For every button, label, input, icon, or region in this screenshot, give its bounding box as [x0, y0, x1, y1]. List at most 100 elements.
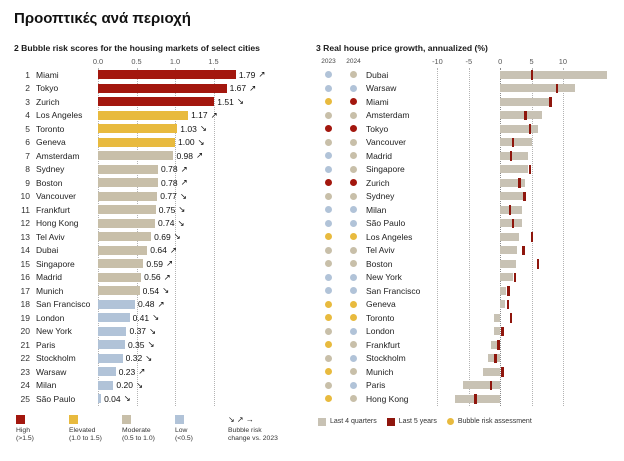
assessment-2023-cell — [316, 395, 341, 403]
row-rank: 17 — [20, 285, 30, 296]
score-bar — [98, 83, 227, 93]
assessment-2024-cell — [341, 219, 366, 227]
row-city-label: Tel Aviv — [36, 231, 65, 242]
growth-mark-5y — [536, 259, 540, 269]
price-growth-chart-title: 3 Real house price growth, annualized (%… — [316, 43, 488, 53]
score-number: 0.04 — [104, 393, 121, 404]
bubble-score-row: 1 Miami 1.79 ↗ — [14, 68, 302, 82]
score-number: 0.20 — [116, 380, 133, 391]
column-header-2023: 2023 — [321, 58, 336, 65]
score-bar — [98, 394, 102, 404]
growth-plot-cell — [428, 190, 610, 204]
row-rank: 13 — [20, 231, 30, 242]
price-growth-row: Tel Aviv — [316, 244, 610, 258]
assessment-dot-2023 — [325, 192, 332, 200]
assessment-2024-cell — [341, 152, 366, 160]
row-city-label: Boston — [36, 177, 63, 188]
row-city-label: Zurich — [366, 177, 390, 188]
growth-mark-5y — [528, 164, 532, 174]
x-axis-tick-label: 5 — [529, 57, 534, 66]
growth-plot-cell — [428, 325, 610, 339]
trend-arrow: ↗ — [165, 258, 174, 269]
legend-item: Moderate (0.5 to 1.0) — [122, 414, 175, 445]
price-growth-row: San Francisco — [316, 284, 610, 298]
bubble-score-row: 9 Boston 0.78 ↗ — [14, 176, 302, 190]
row-city-label: Tel Aviv — [366, 245, 395, 256]
growth-plot-cell — [428, 149, 610, 163]
growth-bar-4q — [500, 286, 507, 295]
row-rank: 14 — [20, 245, 30, 256]
trend-arrow: ↗ — [180, 177, 188, 188]
score-value: 0.59 ↗ — [146, 258, 173, 269]
score-number: 0.59 — [146, 258, 163, 269]
row-city-label: Munich — [366, 366, 394, 377]
bubble-score-row: 11 Frankfurt 0.75 ↘ — [14, 203, 302, 217]
assessment-dot-2024 — [350, 260, 357, 268]
bubble-score-row: 14 Dubai 0.64 ↗ — [14, 244, 302, 258]
legend-sublabel: (0.5 to 1.0) — [122, 435, 155, 443]
trend-arrow: ↘ — [147, 339, 155, 350]
growth-bar-4q — [500, 273, 513, 282]
legend-item: Last 4 quarters — [318, 417, 377, 426]
assessment-dot-2023 — [325, 138, 332, 146]
score-number: 1.79 — [238, 69, 256, 80]
legend-item: Low (<0.5) — [175, 414, 228, 445]
price-growth-chart: 3 Real house price growth, annualized (%… — [316, 43, 610, 444]
trend-arrow: ↗ — [169, 244, 177, 255]
assessment-2023-cell — [316, 179, 341, 187]
row-city-label: Boston — [366, 258, 393, 269]
assessment-dot-2023 — [325, 125, 332, 133]
growth-mark-5y — [524, 110, 527, 120]
assessment-dot-2024 — [350, 138, 357, 146]
report-page: Προοπτικές ανά περιοχή 2 Bubble risk sco… — [14, 10, 610, 445]
trend-arrow: ↘ — [162, 285, 170, 296]
growth-plot-cell — [428, 298, 610, 312]
score-number: 0.74 — [157, 218, 175, 229]
price-growth-row: New York — [316, 271, 610, 285]
score-bar — [98, 313, 130, 323]
legend-label: Bubble risk assessment — [457, 418, 532, 425]
trend-arrow: ↘ — [178, 204, 186, 215]
growth-plot-cell — [428, 136, 610, 150]
score-value: 0.41 ↘ — [133, 312, 160, 323]
bubble-score-row: 20 New York 0.37 ↘ — [14, 325, 302, 339]
growth-mark-5y — [528, 124, 532, 134]
bar-area: 0.48 ↗ — [98, 298, 302, 312]
growth-plot-cell — [428, 163, 610, 177]
legend-swatch — [16, 414, 25, 424]
assessment-dot-2023 — [325, 368, 332, 376]
row-rank: 6 — [25, 137, 30, 148]
row-city-label: Sydney — [36, 164, 65, 175]
assessment-dot-2024 — [350, 179, 357, 187]
bubble-risk-chart-title: 2 Bubble risk scores for the housing mar… — [14, 43, 260, 53]
assessment-2023-cell — [316, 381, 341, 389]
score-value: 0.35 ↘ — [128, 339, 155, 350]
price-growth-row: Toronto — [316, 311, 610, 325]
x-axis-tick-label: 1.0 — [169, 57, 181, 66]
assessment-2024-cell — [341, 260, 366, 268]
bar-area: 1.67 ↗ — [98, 82, 302, 96]
assessment-dot-2023 — [325, 395, 332, 403]
growth-plot-cell — [428, 311, 610, 325]
gridline — [562, 68, 564, 406]
trend-arrow: ↗ — [249, 82, 257, 93]
column-header-2024: 2024 — [346, 58, 361, 65]
bar-area: 1.03 ↘ — [98, 122, 302, 136]
bar-area: 0.77 ↘ — [98, 190, 302, 204]
growth-plot-cell — [428, 217, 610, 231]
legend-label: Moderate — [122, 426, 151, 434]
trend-arrow: ↗ — [210, 109, 218, 120]
bubble-score-row: 19 London 0.41 ↘ — [14, 311, 302, 325]
assessment-dot-2024 — [350, 314, 357, 322]
row-city-label: Tokyo — [36, 83, 59, 94]
growth-plot-cell — [428, 230, 610, 244]
assessment-2024-cell — [341, 381, 366, 389]
price-growth-row: Amsterdam — [316, 109, 610, 123]
growth-plot-cell — [428, 176, 610, 190]
growth-bar-4q — [500, 165, 529, 174]
row-city-label: New York — [36, 326, 72, 337]
bubble-score-row: 13 Tel Aviv 0.69 ↘ — [14, 230, 302, 244]
bubble-score-row: 2 Tokyo 1.67 ↗ — [14, 82, 302, 96]
price-growth-row: Madrid — [316, 149, 610, 163]
row-city-label: Vancouver — [366, 137, 407, 148]
